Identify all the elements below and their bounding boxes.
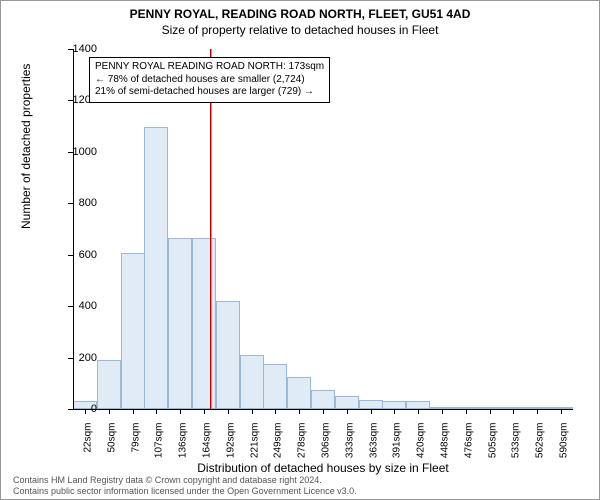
footer-line-2: Contains public sector information licen… bbox=[13, 486, 357, 496]
y-tick-mark bbox=[68, 49, 73, 50]
x-tick-mark bbox=[299, 409, 300, 414]
x-tick-mark bbox=[133, 409, 134, 414]
x-tick-mark bbox=[561, 409, 562, 414]
reference-line bbox=[211, 49, 212, 409]
histogram-bar bbox=[287, 377, 311, 409]
x-tick-mark bbox=[418, 409, 419, 414]
y-tick-mark bbox=[68, 100, 73, 101]
x-tick-mark bbox=[228, 409, 229, 414]
x-tick-mark bbox=[275, 409, 276, 414]
y-tick-mark bbox=[68, 306, 73, 307]
x-tick-mark bbox=[466, 409, 467, 414]
histogram-bar bbox=[263, 364, 287, 409]
histogram-bar bbox=[121, 253, 145, 409]
annotation-line: PENNY ROYAL READING ROAD NORTH: 173sqm bbox=[95, 61, 324, 74]
x-tick-mark bbox=[371, 409, 372, 414]
plot-area bbox=[73, 49, 573, 409]
y-tick-mark bbox=[68, 409, 73, 410]
chart-container: PENNY ROYAL, READING ROAD NORTH, FLEET, … bbox=[0, 0, 600, 500]
y-tick-mark bbox=[68, 203, 73, 204]
histogram-bar bbox=[168, 238, 192, 409]
x-tick-mark bbox=[394, 409, 395, 414]
histogram-bar bbox=[406, 401, 430, 409]
histogram-bar bbox=[97, 360, 121, 409]
x-tick-mark bbox=[156, 409, 157, 414]
x-tick-mark bbox=[85, 409, 86, 414]
histogram-bar bbox=[144, 127, 168, 409]
y-tick-mark bbox=[68, 255, 73, 256]
x-tick-mark bbox=[513, 409, 514, 414]
chart-title-main: PENNY ROYAL, READING ROAD NORTH, FLEET, … bbox=[1, 7, 599, 21]
histogram-bar bbox=[216, 301, 240, 409]
x-tick-mark bbox=[347, 409, 348, 414]
x-tick-mark bbox=[252, 409, 253, 414]
x-tick-mark bbox=[323, 409, 324, 414]
x-tick-mark bbox=[442, 409, 443, 414]
y-tick-mark bbox=[68, 358, 73, 359]
x-tick-mark bbox=[490, 409, 491, 414]
x-tick-mark bbox=[180, 409, 181, 414]
annotation-line: 21% of semi-detached houses are larger (… bbox=[95, 86, 324, 99]
histogram-bar bbox=[359, 400, 383, 409]
y-axis-label: Number of detached properties bbox=[19, 64, 33, 229]
histogram-bar bbox=[192, 238, 216, 409]
chart-title-sub: Size of property relative to detached ho… bbox=[1, 23, 599, 37]
footer-line-1: Contains HM Land Registry data © Crown c… bbox=[13, 475, 357, 485]
x-tick-mark bbox=[204, 409, 205, 414]
annotation-box: PENNY ROYAL READING ROAD NORTH: 173sqm← … bbox=[89, 57, 330, 103]
footer-attribution: Contains HM Land Registry data © Crown c… bbox=[13, 475, 357, 496]
x-axis-label: Distribution of detached houses by size … bbox=[73, 461, 573, 475]
histogram-bar bbox=[240, 355, 264, 409]
histogram-bar bbox=[335, 396, 359, 409]
x-tick-mark bbox=[109, 409, 110, 414]
y-tick-mark bbox=[68, 152, 73, 153]
x-tick-mark bbox=[537, 409, 538, 414]
annotation-line: ← 78% of detached houses are smaller (2,… bbox=[95, 74, 324, 87]
histogram-bar bbox=[382, 401, 406, 409]
histogram-bar bbox=[311, 390, 335, 409]
